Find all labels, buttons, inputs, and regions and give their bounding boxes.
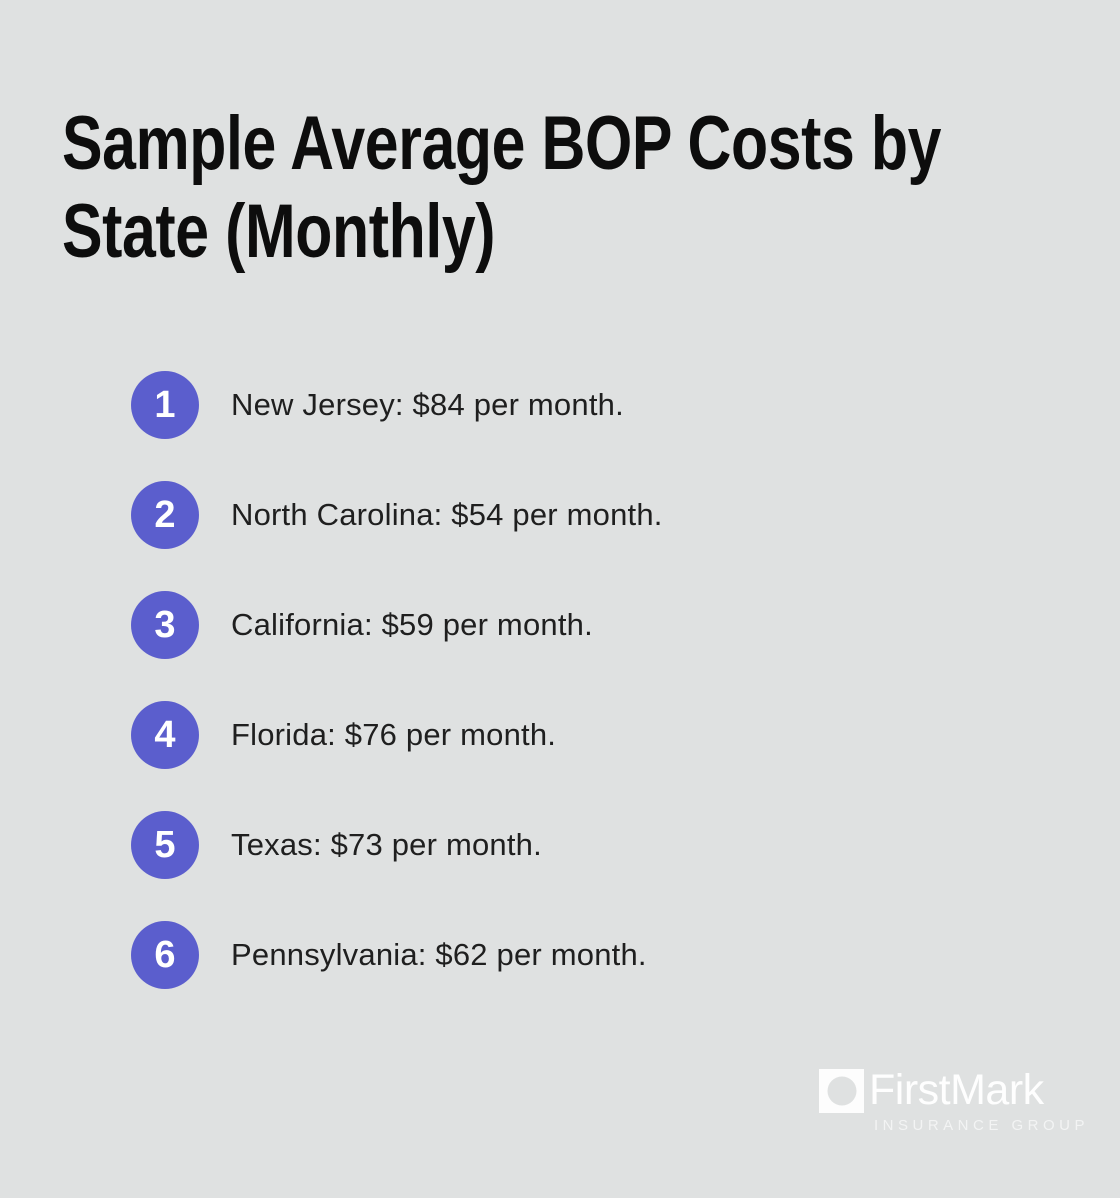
item-number-badge: 2 bbox=[131, 481, 199, 549]
item-number-badge: 5 bbox=[131, 811, 199, 879]
item-label: Pennsylvania: $62 per month. bbox=[231, 937, 647, 972]
item-label: New Jersey: $84 per month. bbox=[231, 387, 624, 422]
item-number-badge: 4 bbox=[131, 701, 199, 769]
item-number-badge: 3 bbox=[131, 591, 199, 659]
firstmark-logo: FirstMark INSURANCE GROUP bbox=[819, 1066, 1089, 1134]
list-item: 3 California: $59 per month. bbox=[131, 591, 663, 659]
list-item: 2 North Carolina: $54 per month. bbox=[131, 481, 663, 549]
logo-wordmark: FirstMark bbox=[869, 1066, 1044, 1114]
item-label: California: $59 per month. bbox=[231, 607, 593, 642]
list-item: 5 Texas: $73 per month. bbox=[131, 811, 663, 879]
page-title-line-1: Sample Average BOP Costs by bbox=[62, 101, 942, 186]
list-item: 6 Pennsylvania: $62 per month. bbox=[131, 921, 663, 989]
logo-subtitle: INSURANCE GROUP bbox=[874, 1117, 1090, 1134]
list-item: 1 New Jersey: $84 per month. bbox=[131, 371, 663, 439]
cost-list: 1 New Jersey: $84 per month. 2 North Car… bbox=[131, 371, 663, 989]
item-label: Florida: $76 per month. bbox=[231, 717, 557, 752]
page-title-line-2: State (Monthly) bbox=[62, 189, 496, 274]
item-label: North Carolina: $54 per month. bbox=[231, 497, 663, 532]
firstmark-logo-icon bbox=[819, 1068, 864, 1113]
item-number-badge: 6 bbox=[131, 921, 199, 989]
page-title: Sample Average BOP Costs by State (Month… bbox=[62, 100, 1120, 276]
item-label: Texas: $73 per month. bbox=[231, 827, 542, 862]
item-number-badge: 1 bbox=[131, 371, 199, 439]
list-item: 4 Florida: $76 per month. bbox=[131, 701, 663, 769]
